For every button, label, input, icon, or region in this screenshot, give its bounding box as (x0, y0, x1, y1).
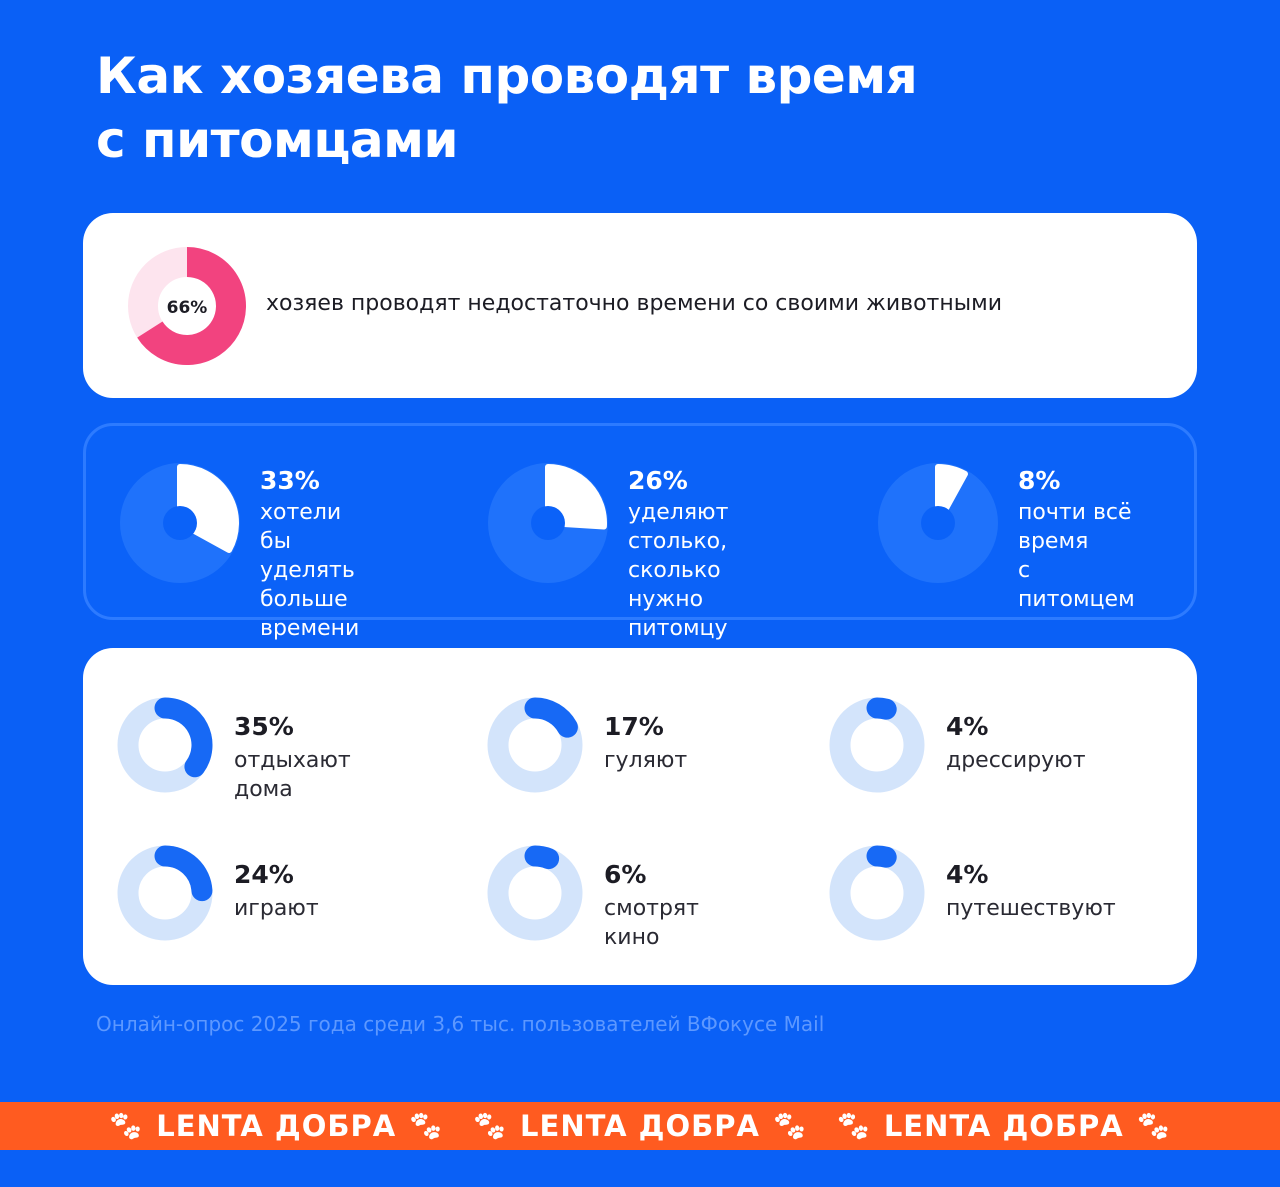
donut-track (829, 845, 925, 941)
donut-66: 66% (128, 247, 246, 365)
pie-chart (120, 463, 240, 583)
activity-caption: смотрят кино (604, 896, 699, 950)
pie-slice (545, 464, 607, 530)
pie-chart (878, 463, 998, 583)
activity-percent: 6% (604, 860, 647, 889)
activity-donut (487, 845, 583, 941)
donut-value-arc (137, 247, 246, 365)
page-title: Как хозяева проводят время с питомцами (96, 44, 918, 172)
paw-icon: 🐾︎ (407, 1108, 446, 1143)
brand-banner: 🐾︎ LENTA ДОБРА 🐾︎ 🐾︎ LENTA ДОБРА 🐾︎ 🐾︎ LEN… (0, 1102, 1280, 1150)
activity-donut (829, 845, 925, 941)
paw-icon: 🐾︎ (834, 1108, 873, 1143)
paw-icon: 🐾︎ (771, 1108, 809, 1143)
donut-value-arc (866, 845, 897, 868)
donut-value-arc (524, 845, 560, 870)
paw-icon: 🐾︎ (471, 1108, 509, 1143)
pie-caption: почти всё время с питомцем (1018, 500, 1135, 612)
brand-text: LENTA ДОБРА (520, 1108, 760, 1143)
title-line-1: Как хозяева проводят время (96, 47, 918, 105)
paw-icon: 🐾︎ (107, 1108, 146, 1143)
donut-value-arc (154, 845, 213, 902)
pie-percent: 8% (1018, 466, 1061, 495)
brand-logo: 🐾︎ LENTA ДОБРА 🐾︎ (471, 1109, 809, 1144)
paw-icon: 🐾︎ (1134, 1108, 1173, 1143)
pie-caption: хотели бы уделять больше времени (260, 500, 360, 641)
pie-center (921, 506, 955, 540)
activity-percent: 17% (604, 712, 664, 741)
activity-percent: 4% (946, 712, 989, 741)
donut-track (487, 845, 583, 941)
activity-percent: 4% (946, 860, 989, 889)
pie-center (163, 506, 197, 540)
pie-percent: 26% (628, 466, 688, 495)
activity-donut (117, 697, 213, 793)
pie-center (531, 506, 565, 540)
source-note: Онлайн-опрос 2025 года среди 3,6 тыс. по… (96, 1012, 825, 1036)
brand-text: LENTA ДОБРА (156, 1108, 397, 1143)
activity-caption: гуляют (604, 748, 688, 773)
brand-logo: 🐾︎ LENTA ДОБРА 🐾︎ (835, 1109, 1173, 1144)
summary-caption: хозяев проводят недостаточно времени со … (266, 291, 1003, 316)
pie-caption: уделяют столько, сколько нужно питомцу (628, 500, 729, 641)
donut-value-arc (154, 697, 213, 778)
activity-caption: отдыхают дома (234, 748, 351, 802)
brand-text: LENTA ДОБРА (883, 1108, 1124, 1143)
brand-logo: 🐾︎ LENTA ДОБРА 🐾︎ (107, 1109, 445, 1144)
activity-donut (829, 697, 925, 793)
donut-value-arc (866, 697, 897, 720)
donut-track (829, 697, 925, 793)
activity-caption: играют (234, 896, 319, 921)
activity-caption: путешествуют (946, 896, 1116, 921)
activity-donut (117, 845, 213, 941)
activity-caption: дрессируют (946, 748, 1086, 773)
activity-percent: 35% (234, 712, 294, 741)
activities-card: 35% отдыхают дома 17% гуляют 4% дрессируют 24%… (83, 648, 1197, 985)
donut-label: 66% (167, 298, 208, 318)
summary-card: 66% хозяев проводят недостаточно времени… (83, 213, 1197, 398)
activity-percent: 24% (234, 860, 294, 889)
donut-value-arc (524, 697, 578, 738)
time-amount-card: 33% хотели бы уделять больше времени 26% уд… (83, 423, 1197, 641)
title-line-2: с питомцами (96, 111, 459, 169)
pie-chart (488, 463, 608, 583)
activity-donut (487, 697, 583, 793)
pie-percent: 33% (260, 466, 320, 495)
